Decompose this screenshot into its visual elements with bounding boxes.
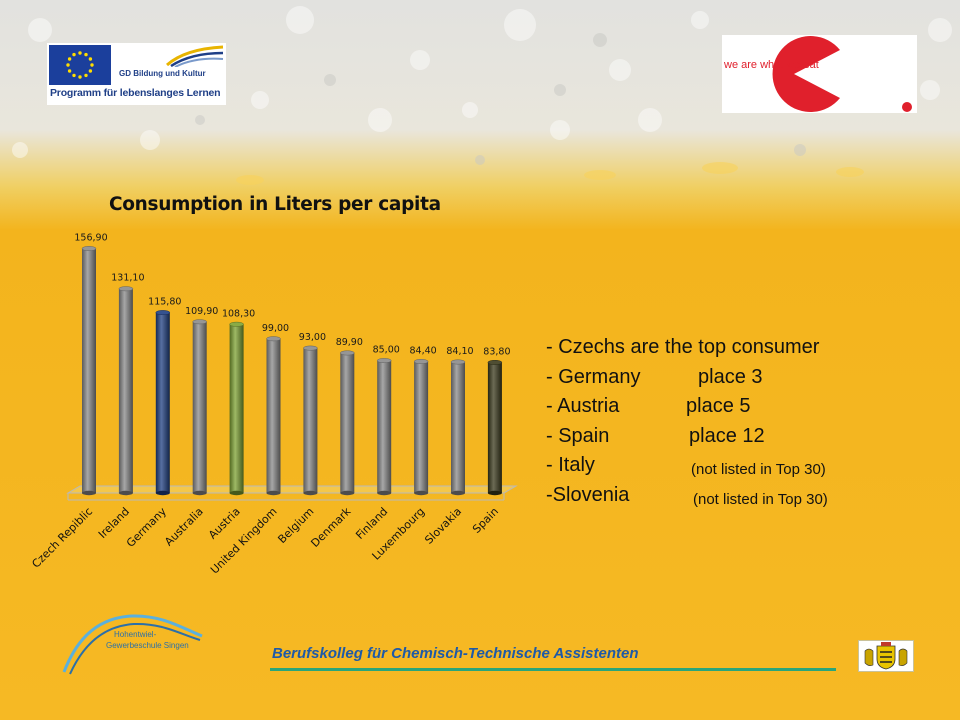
chart-value-label: 156,90 — [74, 233, 107, 244]
coat-of-arms-icon — [858, 640, 914, 672]
chart-bar — [303, 345, 318, 496]
pacman-plate-icon — [772, 36, 912, 113]
chart-value-label: 84,10 — [446, 346, 473, 357]
eu-program-logo: GD Bildung und Kultur Programm für leben… — [47, 43, 226, 105]
note-label: -Slovenia — [546, 483, 630, 506]
chart-category-label: Germany — [124, 505, 169, 550]
chart-title: Consumption in Liters per capita — [109, 194, 441, 215]
chart-category-label: Austria — [206, 505, 243, 542]
chart-bars — [81, 246, 503, 496]
note-place: place 12 — [689, 424, 765, 447]
chart-category-label: Slovakia — [422, 505, 464, 547]
chart-value-label: 109,90 — [185, 306, 218, 317]
chart-bar — [450, 359, 466, 496]
note-label: - Italy — [546, 454, 595, 476]
chart-value-label: 131,10 — [111, 273, 144, 284]
note-label: - Germany — [546, 365, 641, 388]
logo-tagline: we are what we eat — [724, 59, 819, 71]
chart-floor-plane — [66, 485, 518, 494]
chart-bar — [340, 350, 355, 496]
chart-category-label: United Kingdom — [208, 505, 280, 577]
we-are-what-we-eat-logo: we are what we eat — [722, 35, 917, 113]
chart-floor — [66, 485, 518, 501]
chart-category-label: Australia — [162, 505, 206, 549]
chart-bar — [413, 359, 429, 496]
chart-value-label: 108,30 — [222, 308, 255, 319]
chart-value-label: 85,00 — [373, 345, 400, 356]
school-logo: Hohentwiel- Gewerbeschule Singen — [62, 606, 212, 676]
chart-bar — [266, 336, 281, 496]
swoosh-icon — [166, 45, 224, 67]
eu-logo-line1: GD Bildung und Kultur — [119, 69, 206, 78]
footer-divider — [270, 668, 836, 671]
chart-value-label: 93,00 — [299, 332, 326, 343]
note-place: place 5 — [686, 395, 751, 417]
hohentwiel-swoosh-icon — [62, 614, 203, 675]
school-name-line2: Gewerbeschule Singen — [106, 641, 189, 650]
chart-bar — [229, 321, 244, 496]
chart-value-label: 89,90 — [336, 337, 363, 348]
chart-bar — [376, 358, 392, 496]
chart-bar — [192, 319, 207, 496]
eu-logo-line2: Programm für lebenslanges Lernen — [50, 87, 221, 99]
note-remark: (not listed in Top 30) — [691, 461, 826, 478]
chart-category-label: Czech Repiblic — [29, 505, 95, 571]
note-place: place 3 — [698, 365, 763, 388]
chart-value-label: 115,80 — [148, 297, 181, 308]
note-label: - Czechs are the top consumer — [546, 336, 820, 358]
chart-bar — [155, 310, 171, 496]
chart-value-labels: 156,90 131,10 115,80 109,90 108,30 99,00 93,00… — [74, 233, 510, 358]
chart-value-label: 99,00 — [262, 323, 289, 334]
chart-bar — [487, 359, 503, 496]
note-label: - Austria — [546, 395, 620, 417]
chart-category-label: Denmark — [308, 504, 353, 549]
bar-chart: 156,90 131,10 115,80 109,90 108,30 99,00 93,00… — [29, 233, 518, 577]
chart-value-label: 84,40 — [409, 346, 436, 357]
chart-category-label: Ireland — [96, 505, 132, 541]
footer-text: Berufskolleg für Chemisch-Technische Ass… — [272, 645, 639, 662]
chart-category-label: Finland — [353, 505, 390, 542]
note-remark: (not listed in Top 30) — [693, 490, 828, 508]
school-name-line1: Hohentwiel- — [114, 630, 157, 639]
eu-flag-icon — [49, 45, 111, 85]
chart-bar — [118, 286, 134, 496]
chart-value-label: 83,80 — [483, 346, 510, 357]
note-label: - Spain — [546, 424, 610, 447]
chart-bar — [81, 246, 97, 496]
chart-category-label: Spain — [470, 505, 501, 536]
